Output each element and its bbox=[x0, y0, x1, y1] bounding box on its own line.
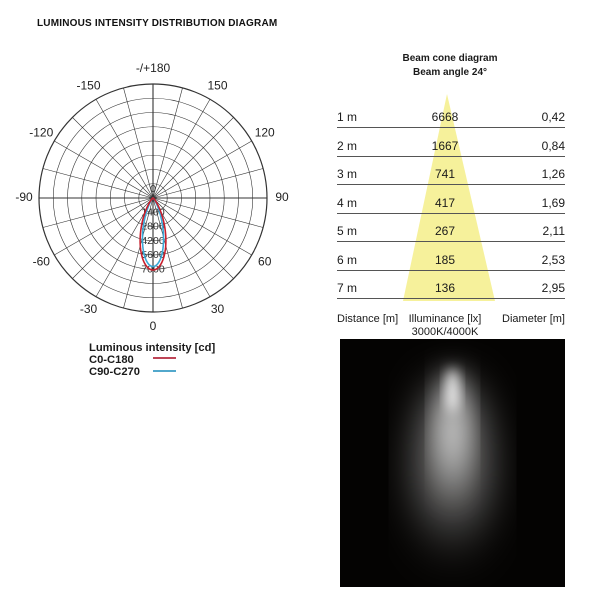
svg-text:-90: -90 bbox=[15, 190, 33, 204]
svg-text:-150: -150 bbox=[76, 78, 100, 92]
svg-text:0: 0 bbox=[150, 319, 157, 333]
svg-text:-60: -60 bbox=[33, 255, 51, 269]
svg-text:150: 150 bbox=[207, 78, 227, 92]
svg-text:120: 120 bbox=[255, 126, 275, 140]
svg-text:0: 0 bbox=[150, 183, 156, 195]
svg-text:90: 90 bbox=[275, 190, 289, 204]
svg-text:-30: -30 bbox=[80, 302, 98, 316]
svg-text:30: 30 bbox=[211, 302, 225, 316]
svg-text:4200: 4200 bbox=[141, 235, 165, 247]
svg-text:-120: -120 bbox=[29, 126, 53, 140]
svg-text:60: 60 bbox=[258, 255, 272, 269]
svg-text:-/+180: -/+180 bbox=[136, 61, 171, 75]
